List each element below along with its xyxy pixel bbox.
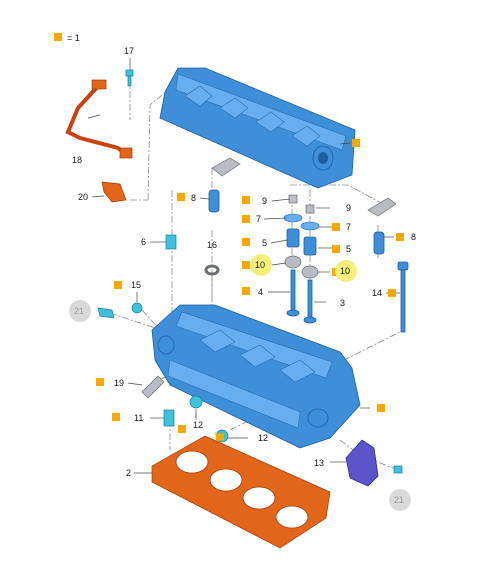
part-20-fitting-icon	[101, 181, 127, 203]
callout-21-left-ghost	[69, 300, 91, 322]
callout-14: 14	[372, 288, 382, 298]
callout-12-upper: 12	[193, 420, 203, 430]
callout-12-lower: 12	[258, 433, 268, 443]
callout-11: 11	[134, 413, 143, 423]
callout-4: 4	[258, 287, 263, 297]
callout-18: 18	[72, 155, 82, 165]
callout-13: 13	[314, 458, 324, 468]
leader-lines	[87, 58, 400, 474]
callout-10-left: 10	[255, 260, 265, 270]
callout-21-left: 21	[74, 306, 84, 316]
head-gasket	[151, 435, 331, 549]
callout-6: 6	[141, 237, 146, 247]
callout-8-right: 8	[411, 232, 416, 242]
legend-marker-icon	[54, 33, 62, 41]
part-21-right-bolt-icon	[393, 465, 403, 474]
part-19-pin-icon	[141, 375, 165, 399]
valve-train-left-icon	[283, 194, 303, 317]
legend-text: = 1	[67, 33, 80, 43]
callout-17: 17	[124, 46, 134, 56]
callout-19: 19	[114, 378, 124, 388]
part-13-bracket-icon	[345, 439, 379, 487]
part-15-plug-icon	[131, 302, 143, 314]
rocker-arm-left-icon	[211, 157, 241, 177]
callout-9-right: 9	[346, 203, 351, 213]
part-18-hose-icon	[65, 79, 133, 159]
callout-5-left: 5	[262, 238, 267, 248]
callout-9-left: 9	[262, 196, 267, 206]
callout-16: 16	[207, 240, 217, 250]
part-21-left-sensor-icon	[97, 307, 115, 319]
callout-3: 3	[340, 298, 345, 308]
cylinder-head	[151, 304, 361, 449]
camshaft-housing	[159, 67, 356, 189]
callout-10-right: 10	[340, 266, 350, 276]
part-12-upper-plug-icon	[189, 395, 203, 409]
part-14-head-bolt-icon	[397, 261, 409, 333]
part-16-seal-ring-icon	[204, 264, 220, 276]
callout-10-right-highlight	[335, 260, 357, 282]
part-17-bolt-icon	[125, 69, 134, 87]
callout-2: 2	[126, 468, 131, 478]
orange-markers	[96, 139, 404, 441]
part-8-right-bolt-icon	[373, 231, 385, 255]
callout-7-right: 7	[346, 222, 351, 232]
callout-15: 15	[131, 280, 141, 290]
part-8-left-bolt-icon	[208, 189, 220, 213]
callout-21-right-ghost	[389, 489, 411, 511]
callout-5-right: 5	[346, 244, 351, 254]
callout-20: 20	[78, 192, 88, 202]
part-11-sleeve-icon	[163, 409, 175, 427]
callout-10-left-highlight	[250, 254, 272, 276]
callout-8-left: 8	[191, 193, 196, 203]
valve-train-right-icon	[300, 204, 320, 324]
callout-21-right: 21	[394, 495, 404, 505]
part-6-sleeve-icon	[165, 234, 177, 250]
callout-7-left: 7	[256, 214, 261, 224]
rocker-arm-right-icon	[367, 197, 397, 217]
